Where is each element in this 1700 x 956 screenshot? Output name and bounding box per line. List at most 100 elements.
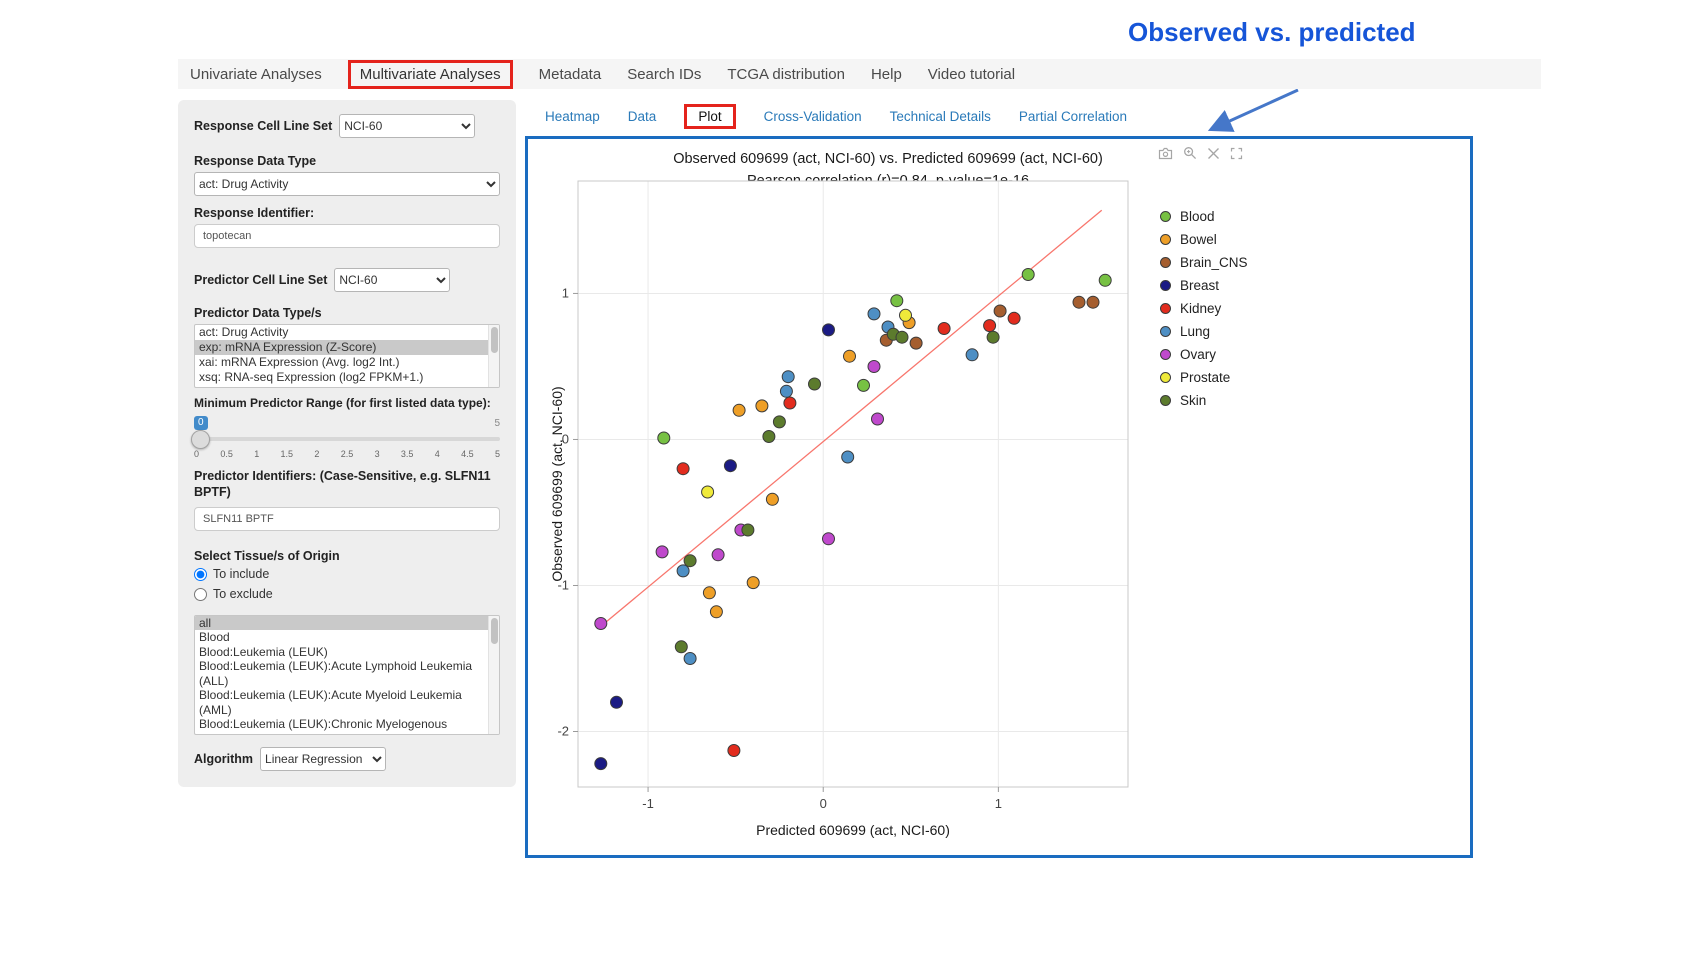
slider-handle[interactable]: [191, 430, 210, 449]
nav-item-search-ids[interactable]: Search IDs: [627, 65, 702, 83]
autoscale-icon[interactable]: [1230, 147, 1243, 160]
data-point-breast[interactable]: [723, 459, 737, 473]
nav-item-metadata[interactable]: Metadata: [538, 65, 602, 83]
scatter-plot-canvas[interactable]: -1 0 1 -2 -1 0 1 Predicted 609699 (act, NCI-60)…: [548, 175, 1158, 855]
tab-cross-validation[interactable]: Cross-Validation: [763, 109, 862, 124]
data-point-kidney[interactable]: [783, 396, 797, 410]
algorithm-select[interactable]: Linear Regression: [260, 746, 387, 771]
tissue-option-selected[interactable]: all: [195, 615, 499, 630]
data-point-blood[interactable]: [857, 378, 870, 392]
response-cell-line-set-select[interactable]: NCI-60: [339, 114, 476, 138]
data-point-skin[interactable]: [895, 330, 909, 344]
legend-item-ovary[interactable]: Ovary: [1160, 343, 1248, 366]
data-point-bowel[interactable]: [755, 399, 769, 413]
tissue-option[interactable]: Blood: [199, 630, 230, 644]
data-point-brain_cns[interactable]: [993, 304, 1007, 318]
data-point-skin[interactable]: [741, 523, 755, 537]
tissue-option[interactable]: Blood:Leukemia (LEUK):Acute Lymphoid Leu…: [199, 659, 473, 688]
data-point-skin[interactable]: [808, 377, 821, 391]
tissue-exclude-radio[interactable]: [194, 587, 207, 601]
data-point-bowel[interactable]: [746, 576, 760, 590]
data-point-bowel[interactable]: [732, 403, 746, 417]
data-point-breast[interactable]: [594, 757, 608, 771]
tab-data[interactable]: Data: [627, 109, 657, 124]
tab-plot[interactable]: Plot: [684, 104, 736, 129]
data-point-skin[interactable]: [986, 330, 1000, 344]
data-point-prostate[interactable]: [701, 485, 715, 499]
data-point-kidney[interactable]: [727, 744, 741, 757]
min-predictor-range-slider[interactable]: 0 5 0 0.5 1 1.5 2 2.5 3 3.5 4 4.5 5: [191, 416, 500, 462]
tissue-option[interactable]: Blood:Leukemia (LEUK): [199, 644, 328, 659]
data-point-breast[interactable]: [610, 695, 623, 709]
predictor-identifiers-input[interactable]: [194, 506, 500, 531]
legend-item-breast[interactable]: Breast: [1160, 274, 1248, 297]
zoom-icon[interactable]: [1183, 146, 1197, 160]
data-point-lung[interactable]: [779, 384, 793, 398]
legend-item-blood[interactable]: Blood: [1160, 205, 1248, 228]
nav-item-help[interactable]: Help: [870, 65, 902, 83]
data-point-skin[interactable]: [772, 415, 786, 429]
data-point-blood[interactable]: [1098, 273, 1112, 287]
legend-item-brain_cns[interactable]: Brain_CNS: [1160, 251, 1248, 274]
data-point-skin[interactable]: [683, 554, 697, 568]
pan-icon[interactable]: [1207, 147, 1220, 160]
response-identifier-input[interactable]: [194, 224, 500, 248]
tissue-include-radio[interactable]: [194, 567, 207, 581]
nav-item-univariate-analyses[interactable]: Univariate Analyses: [190, 65, 322, 83]
legend-item-kidney[interactable]: Kidney: [1160, 297, 1248, 320]
predictor-data-type-option[interactable]: act: Drug Activity: [199, 325, 289, 339]
predictor-data-type-option-selected[interactable]: exp: mRNA Expression (Z-Score): [195, 340, 499, 355]
tissue-option[interactable]: Blood:Leukemia (LEUK):Chronic Myelogenou…: [199, 717, 448, 734]
data-point-bowel[interactable]: [843, 349, 856, 363]
data-point-blood[interactable]: [1021, 268, 1035, 281]
listbox-scrollbar[interactable]: [488, 615, 499, 734]
data-point-lung[interactable]: [781, 370, 795, 384]
data-point-skin[interactable]: [762, 430, 776, 443]
predictor-cell-line-set-select[interactable]: NCI-60: [334, 268, 451, 292]
data-point-brain_cns[interactable]: [909, 336, 923, 350]
tab-partial-correlation[interactable]: Partial Correlation: [1018, 109, 1127, 124]
data-point-skin[interactable]: [674, 640, 688, 654]
download-plot-icon[interactable]: [1158, 147, 1173, 160]
data-point-blood[interactable]: [890, 294, 904, 308]
data-point-breast[interactable]: [822, 323, 835, 337]
nav-item-multivariate-analyses[interactable]: Multivariate Analyses: [347, 59, 513, 89]
data-point-prostate[interactable]: [899, 308, 912, 322]
predictor-data-type-option[interactable]: xai: mRNA Expression (Avg. log2 Int.): [199, 355, 400, 369]
data-point-bowel[interactable]: [709, 605, 723, 619]
data-point-lung[interactable]: [965, 348, 979, 362]
data-point-kidney[interactable]: [983, 319, 997, 333]
legend-item-lung[interactable]: Lung: [1160, 320, 1248, 343]
nav-item-tcga-distribution[interactable]: TCGA distribution: [727, 65, 845, 83]
legend-item-skin[interactable]: Skin: [1160, 389, 1248, 412]
data-point-lung[interactable]: [683, 652, 697, 665]
data-point-lung[interactable]: [867, 307, 881, 321]
data-point-blood[interactable]: [657, 431, 671, 445]
data-point-ovary[interactable]: [867, 360, 881, 373]
response-data-type-select[interactable]: act: Drug Activity: [194, 172, 500, 196]
data-point-ovary[interactable]: [655, 545, 669, 559]
data-point-kidney[interactable]: [1007, 311, 1021, 325]
legend-color-dot: [1160, 349, 1171, 360]
listbox-scrollbar[interactable]: [488, 325, 499, 387]
data-point-kidney[interactable]: [676, 462, 690, 476]
data-point-kidney[interactable]: [937, 322, 951, 335]
data-point-ovary[interactable]: [594, 617, 608, 630]
tab-heatmap[interactable]: Heatmap: [545, 109, 600, 124]
data-point-lung[interactable]: [841, 450, 855, 464]
data-point-lung[interactable]: [676, 564, 690, 578]
tab-technical-details[interactable]: Technical Details: [889, 109, 991, 124]
data-point-bowel[interactable]: [702, 586, 716, 600]
data-point-ovary[interactable]: [871, 412, 884, 426]
nav-item-video-tutorial[interactable]: Video tutorial: [927, 65, 1016, 83]
data-point-bowel[interactable]: [765, 492, 779, 506]
data-point-ovary[interactable]: [711, 548, 725, 562]
predictor-data-type-option[interactable]: xsq: RNA-seq Expression (log2 FPKM+1.): [199, 370, 424, 384]
slider-track[interactable]: [194, 437, 500, 441]
legend-item-bowel[interactable]: Bowel: [1160, 228, 1248, 251]
tissue-option[interactable]: Blood:Leukemia (LEUK):Acute Myeloid Leuk…: [199, 688, 462, 717]
legend-item-prostate[interactable]: Prostate: [1160, 366, 1248, 389]
data-point-ovary[interactable]: [822, 532, 835, 546]
data-point-brain_cns[interactable]: [1086, 295, 1100, 309]
data-point-brain_cns[interactable]: [1072, 295, 1086, 309]
